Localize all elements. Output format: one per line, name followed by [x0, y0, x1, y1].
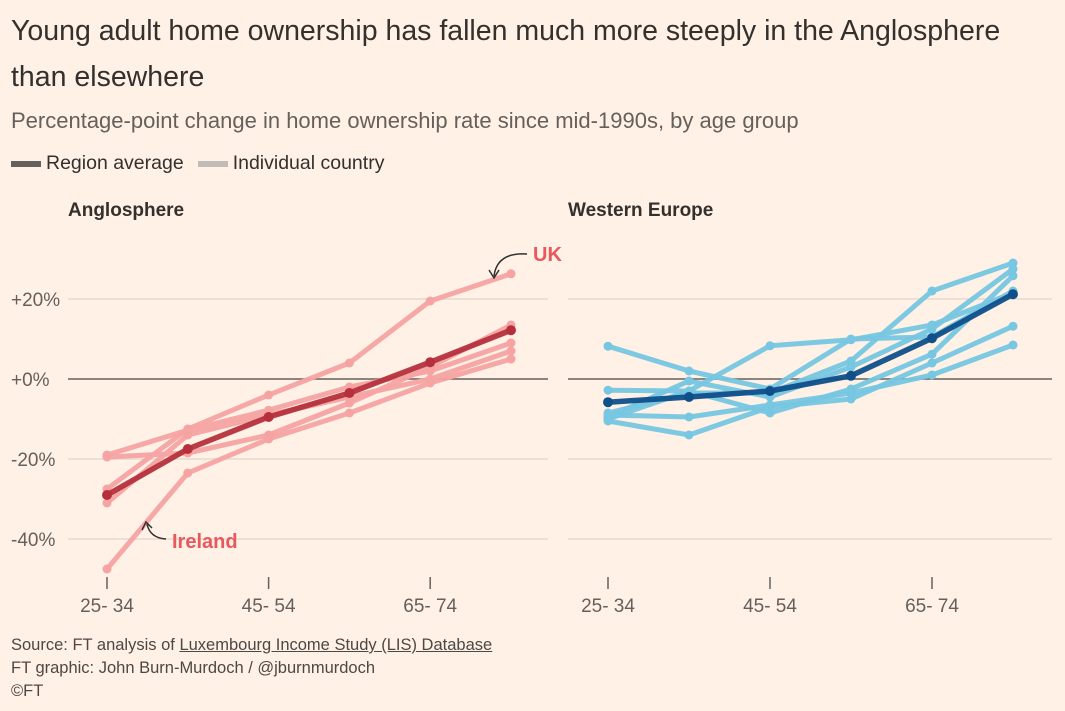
series-country-2-point: [765, 341, 775, 351]
series-country-6-point: [927, 358, 937, 368]
series-country-5-point: [425, 374, 435, 384]
series-country-2-point: [846, 335, 856, 345]
series-region-average-anglo-point: [102, 490, 112, 500]
series-country-6-line: [605, 323, 1016, 438]
series-region-average-anglo-point: [263, 412, 274, 422]
y-tick-label: -40%: [11, 530, 55, 551]
uk-arrowhead: [488, 269, 500, 280]
series-country-4-point: [264, 430, 274, 440]
series-country-4-point: [927, 324, 937, 334]
legend-item-average: Region average: [11, 152, 184, 175]
series-country-7-point: [927, 370, 937, 380]
series-ireland-point: [506, 354, 516, 364]
ireland-annotation-arrow: [146, 523, 167, 540]
x-tick-label: 45- 54: [743, 596, 797, 617]
series-country-2-point: [603, 385, 613, 395]
credit-line: FT graphic: John Burn-Murdoch / @jburnmu…: [11, 659, 376, 677]
series-country-3-point: [927, 286, 937, 296]
y-tick-label: -20%: [11, 450, 55, 471]
series-country-7-point: [684, 412, 694, 422]
series-ireland-point: [344, 408, 354, 418]
series-ireland-point: [102, 564, 112, 574]
source-prefix: Source: FT analysis of: [11, 636, 180, 654]
series-country-4-point: [102, 452, 112, 462]
series-region-average-europe-point: [765, 386, 775, 396]
series-region-average-anglo-point: [506, 325, 516, 336]
legend: Region average Individual country: [11, 152, 398, 175]
series-country-6-point: [684, 430, 694, 440]
series-region-average-europe-point: [927, 333, 937, 344]
panel-title-anglo: Anglosphere: [68, 200, 184, 221]
source-line: Source: FT analysis of Luxembourg Income…: [11, 634, 492, 657]
x-tick-label: 65- 74: [905, 596, 959, 617]
series-region-average-anglo-point: [425, 357, 436, 368]
series-country-6-point: [1008, 321, 1018, 331]
series-country-7-point: [603, 410, 613, 420]
series-region-average-europe: [603, 289, 1018, 408]
x-tick-label: 65- 74: [403, 596, 457, 617]
series-country-3-line: [104, 340, 514, 458]
x-tick-label: 45- 54: [242, 596, 296, 617]
series-region-average-europe-point: [1008, 289, 1018, 300]
chart-subtitle: Percentage-point change in home ownershi…: [11, 108, 799, 133]
legend-label-individual: Individual country: [232, 152, 385, 174]
series-uk-point: [264, 390, 274, 400]
series-country-7-point: [1008, 340, 1018, 350]
series-region-average-europe-point: [684, 392, 694, 402]
series-uk-point: [344, 358, 354, 368]
legend-item-individual: Individual country: [197, 152, 385, 175]
source-link[interactable]: Luxembourg Income Study (LIS) Database: [179, 636, 493, 654]
series-country-7-line: [605, 342, 1016, 420]
series-uk-point: [425, 296, 435, 306]
series-ireland-point: [183, 468, 193, 478]
series-country-1-line: [605, 288, 1016, 392]
series-region-average-anglo-point: [182, 444, 193, 454]
series-country-7: [603, 340, 1018, 422]
y-tick-label: +20%: [11, 290, 60, 311]
series-country-7-point: [846, 388, 856, 398]
series-region-average-anglo-point: [344, 388, 355, 398]
x-tick-label: 25- 34: [581, 596, 635, 617]
chart-title: Young adult home ownership has fallen mu…: [11, 15, 1001, 93]
series-country-4-point: [846, 362, 856, 372]
source-note: Source: FT analysis of Luxembourg Income…: [11, 634, 492, 703]
series-region-average-europe-line: [605, 291, 1016, 405]
panel-europe: Western Europe 25- 34 45- 54 65- 74: [568, 200, 1052, 617]
legend-swatch-individual: [197, 160, 228, 167]
legend-label-average: Region average: [46, 152, 184, 174]
series-region-average-europe-point: [846, 370, 856, 381]
legend-swatch-average: [11, 160, 41, 167]
series-region-average-anglo: [102, 325, 516, 500]
ireland-arrowhead: [141, 520, 153, 531]
series-country-4-point: [1008, 264, 1018, 274]
series-country-5-point: [927, 349, 937, 359]
series-country-4-point: [684, 376, 694, 386]
uk-annotation-arrow: [493, 253, 528, 277]
series-region-average-anglo-line: [104, 327, 514, 498]
x-tick-label: 25- 34: [80, 596, 134, 617]
series-country-5-point: [1008, 271, 1018, 281]
series-country-1-point: [684, 366, 694, 376]
series-country-3-point: [506, 338, 516, 348]
series-region-average-europe-point: [603, 397, 613, 408]
series-uk-point: [506, 269, 516, 279]
panel-anglo: Anglosphere +20% +0% -20% -40% 25- 34 45- 54 65…: [11, 200, 562, 617]
panel-title-europe: Western Europe: [568, 200, 713, 221]
series-country-5-point: [102, 498, 112, 508]
series-country-7-point: [765, 400, 775, 410]
copyright-line: ©FT: [11, 682, 44, 700]
series-country-1-point: [603, 341, 613, 351]
annotation-uk: UK: [533, 244, 562, 266]
y-tick-label: +0%: [11, 370, 50, 391]
series-country-5-point: [183, 430, 193, 440]
series-ireland-line: [104, 356, 514, 572]
annotation-ireland: Ireland: [172, 531, 238, 553]
series-country-5-point: [506, 346, 516, 356]
series-country-4: [102, 320, 516, 462]
series-uk-line: [104, 271, 514, 492]
